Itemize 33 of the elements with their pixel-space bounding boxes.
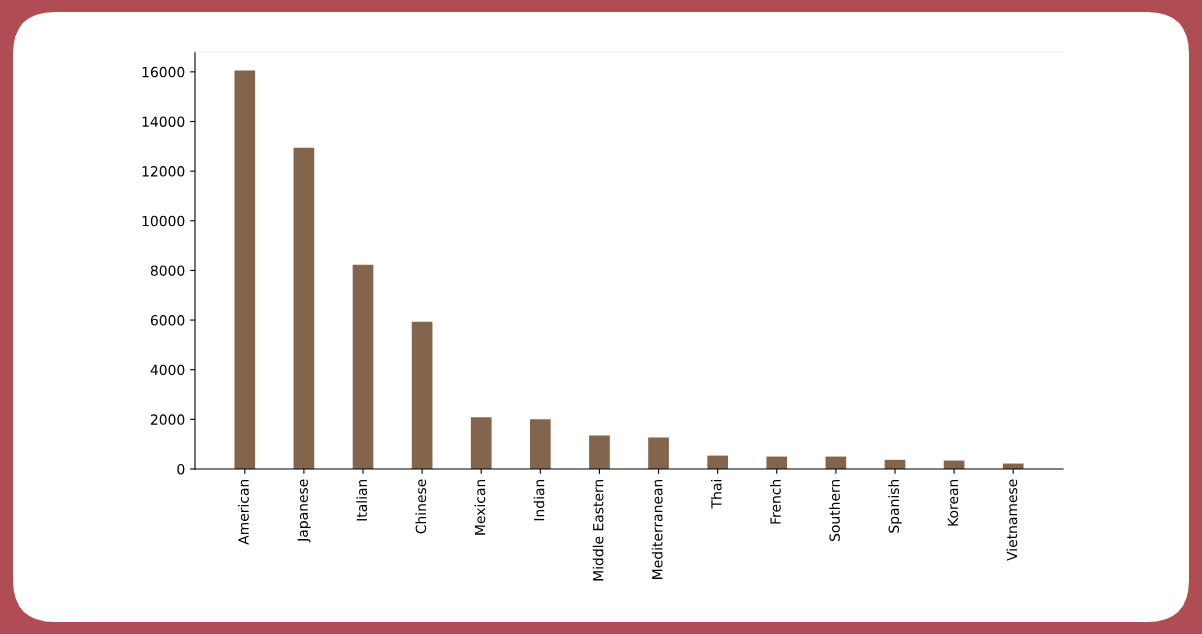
bar	[411, 321, 433, 469]
bar	[470, 417, 492, 469]
y-tick-label: 2000	[150, 414, 185, 425]
y-tick-label: 0	[177, 463, 185, 475]
y-tick-label: 6000	[150, 315, 185, 326]
y-tick-label: 16000	[142, 66, 185, 78]
x-tick-label: Southern	[829, 479, 840, 541]
x-tick-label: Mediterranean	[651, 479, 663, 579]
bar	[352, 264, 374, 469]
x-tick-label: Italian	[356, 479, 368, 521]
x-tick-label: Mexican	[474, 479, 486, 535]
bar	[293, 147, 315, 469]
x-tick-label: Indian	[533, 479, 545, 521]
x-tick-label: Thai	[710, 480, 722, 509]
y-tick-label: 4000	[150, 364, 185, 376]
bar	[529, 419, 551, 469]
x-tick-label: Japanese	[297, 479, 311, 543]
y-tick-label: 10000	[142, 215, 185, 227]
bar	[707, 455, 729, 469]
y-tick-label: 12000	[142, 166, 185, 177]
x-tick-label: Middle Eastern	[592, 479, 604, 581]
x-tick-label: Chinese	[415, 479, 427, 534]
bar	[766, 456, 788, 469]
y-tick-label: 14000	[142, 116, 185, 127]
bar	[648, 437, 669, 469]
x-tick-label: Korean	[947, 479, 959, 526]
x-tick-label: American	[238, 479, 249, 545]
bar	[234, 70, 256, 469]
x-tick-label: French	[770, 479, 781, 524]
bar	[589, 435, 610, 469]
x-tick-label: Spanish	[888, 479, 902, 533]
y-tick-label: 8000	[150, 265, 185, 276]
x-tick-label: Vietnamese	[1006, 479, 1018, 561]
